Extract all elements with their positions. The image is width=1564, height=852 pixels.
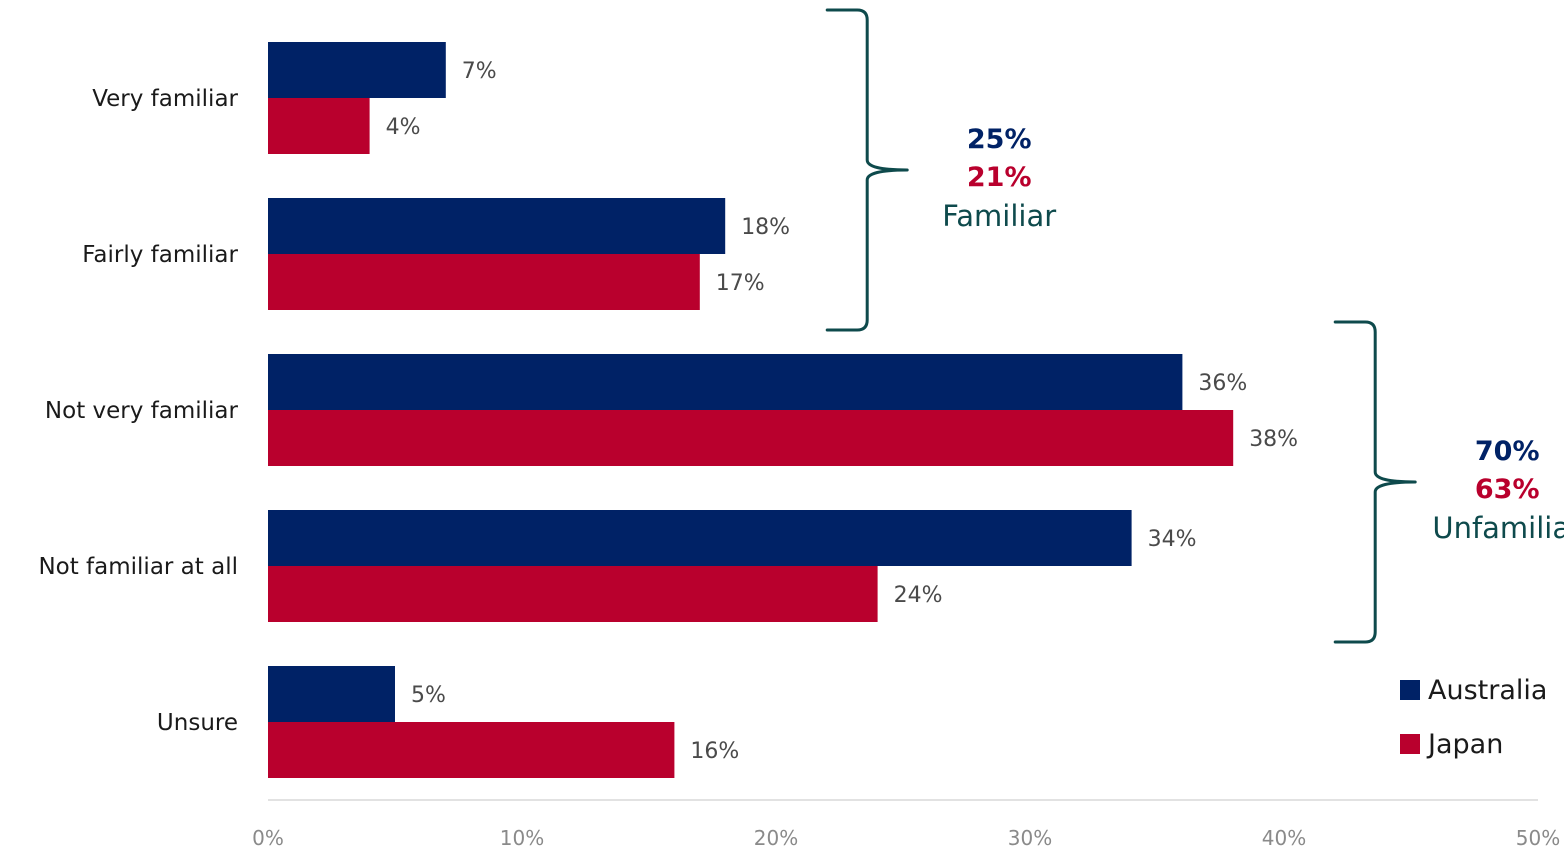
data-label-australia-unsure: 5% (411, 683, 446, 708)
data-label-japan-unsure: 16% (690, 739, 739, 764)
category-label-fairly-familiar: Fairly familiar (82, 242, 238, 268)
legend-swatch-japan (1400, 734, 1420, 754)
group-value-unfamiliar-australia: 70% (1475, 436, 1540, 467)
bars (268, 42, 1234, 778)
legend: Australia Japan (1400, 675, 1547, 760)
data-label-japan-fairly-familiar: 17% (716, 271, 765, 296)
data-label-australia-not-familiar-at-all: 34% (1148, 527, 1197, 552)
x-tick-label: 40% (1262, 826, 1306, 850)
group-value-unfamiliar-japan: 63% (1475, 474, 1540, 505)
data-label-japan-not-familiar-at-all: 24% (894, 583, 943, 608)
bracket-unfamiliar (1333, 320, 1417, 644)
bar-australia-very-familiar (268, 42, 446, 98)
bar-japan-not-familiar-at-all (268, 566, 878, 622)
legend-label-australia: Australia (1428, 675, 1547, 706)
group-value-familiar-japan: 21% (967, 162, 1032, 193)
legend-label-japan: Japan (1426, 729, 1503, 760)
bar-australia-not-very-familiar (268, 354, 1183, 410)
x-axis: 0% 10% 20% 30% 40% 50% (252, 799, 1560, 850)
category-label-not-familiar-at-all: Not familiar at all (38, 554, 238, 580)
data-label-japan-not-very-familiar: 38% (1249, 427, 1298, 452)
bar-japan-unsure (268, 722, 675, 778)
group-name-unfamiliar: Unfamiliar (1432, 511, 1564, 545)
bar-japan-very-familiar (268, 98, 370, 154)
category-label-unsure: Unsure (157, 710, 238, 736)
legend-swatch-australia (1400, 680, 1420, 700)
bar-australia-not-familiar-at-all (268, 510, 1132, 566)
category-label-not-very-familiar: Not very familiar (45, 398, 239, 424)
x-tick-label: 0% (252, 826, 284, 850)
bar-japan-not-very-familiar (268, 410, 1234, 466)
x-tick-label: 50% (1516, 826, 1560, 850)
x-tick-label: 30% (1008, 826, 1052, 850)
bar-australia-fairly-familiar (268, 198, 726, 254)
bracket-familiar (825, 8, 909, 332)
data-label-australia-not-very-familiar: 36% (1198, 371, 1247, 396)
data-label-australia-very-familiar: 7% (462, 59, 497, 84)
x-tick-label: 20% (754, 826, 798, 850)
x-tick-label: 10% (500, 826, 544, 850)
category-label-very-familiar: Very familiar (92, 86, 238, 112)
group-value-familiar-australia: 25% (967, 124, 1032, 155)
group-brackets: 25% 21% Familiar 70% 63% Unfamiliar (825, 8, 1564, 644)
data-label-japan-very-familiar: 4% (386, 115, 421, 140)
data-label-australia-fairly-familiar: 18% (741, 215, 790, 240)
group-name-familiar: Familiar (942, 199, 1056, 233)
bar-australia-unsure (268, 666, 395, 722)
bar-japan-fairly-familiar (268, 254, 700, 310)
labels: Very familiar 7% 4% Fairly familiar 18% 17% No… (38, 59, 1298, 764)
